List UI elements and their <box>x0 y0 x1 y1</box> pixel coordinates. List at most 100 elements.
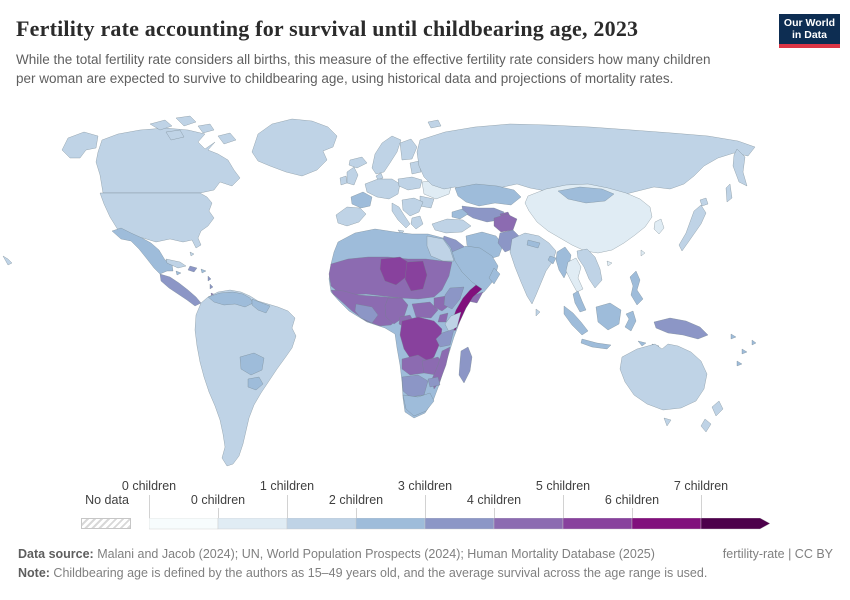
legend-bin-swatch[interactable] <box>493 518 564 530</box>
region-poland-belarus[interactable] <box>397 176 423 191</box>
region-ethiopia[interactable] <box>443 286 465 310</box>
region-new-zealand[interactable] <box>700 400 724 433</box>
region-egypt[interactable] <box>426 235 455 262</box>
region-pacific-islands[interactable] <box>730 333 757 367</box>
region-france[interactable] <box>350 191 373 209</box>
legend-bin-swatch[interactable] <box>286 518 357 530</box>
region-oman[interactable] <box>488 267 501 285</box>
region-baltics[interactable] <box>409 160 422 175</box>
region-borneo[interactable] <box>595 302 622 331</box>
region-cuba[interactable] <box>165 258 187 269</box>
legend-tick <box>425 495 426 518</box>
region-thailand[interactable] <box>565 257 584 293</box>
legend-tick <box>563 495 564 518</box>
region-puerto-rico[interactable] <box>200 268 207 274</box>
region-vietnam-laos[interactable] <box>576 248 603 289</box>
legend-bin-swatch[interactable] <box>149 518 219 530</box>
region-taiwan[interactable] <box>640 249 646 257</box>
region-japan[interactable] <box>678 197 709 252</box>
region-mongolia[interactable] <box>557 186 615 204</box>
region-svalbard[interactable] <box>427 119 442 129</box>
region-nepal[interactable] <box>526 239 541 249</box>
region-india[interactable] <box>509 232 557 305</box>
region-central-african-republic[interactable] <box>411 301 439 319</box>
region-tasmania[interactable] <box>663 417 672 427</box>
region-dr-congo[interactable] <box>399 316 443 366</box>
region-kazakhstan[interactable] <box>454 183 522 207</box>
region-zimbabwe[interactable] <box>427 376 441 388</box>
region-paraguay[interactable] <box>247 376 264 391</box>
region-greece[interactable] <box>410 215 424 230</box>
region-australia[interactable] <box>619 343 708 411</box>
legend-tick-label: 2 children <box>328 493 384 507</box>
region-alaska[interactable] <box>61 131 99 159</box>
region-sri-lanka[interactable] <box>535 308 541 317</box>
region-canada[interactable] <box>95 127 241 194</box>
region-iceland[interactable] <box>348 156 368 169</box>
note-label: Note: <box>18 566 50 580</box>
region-central-europe[interactable] <box>364 178 401 200</box>
legend-no-data-swatch[interactable] <box>81 518 131 529</box>
legend-bin-swatch-arrow[interactable] <box>700 518 771 530</box>
region-lesser-antilles[interactable] <box>207 275 214 290</box>
region-chad[interactable] <box>404 260 428 292</box>
region-kamchatka[interactable] <box>732 148 748 187</box>
region-philippines[interactable] <box>629 270 644 306</box>
region-caucasus[interactable] <box>451 208 469 220</box>
region-finland[interactable] <box>399 138 418 161</box>
region-hainan[interactable] <box>606 260 613 267</box>
legend-bin-swatch[interactable] <box>562 518 633 530</box>
region-niger[interactable] <box>379 256 409 286</box>
region-hispaniola[interactable] <box>187 265 198 273</box>
region-korea[interactable] <box>653 218 665 235</box>
region-java[interactable] <box>580 338 612 350</box>
region-sakhalin[interactable] <box>725 183 733 203</box>
region-sumatra[interactable] <box>563 305 589 336</box>
region-jamaica[interactable] <box>175 270 182 276</box>
region-arctic-islands[interactable] <box>149 115 237 145</box>
region-malay-peninsula[interactable] <box>572 290 587 313</box>
owid-logo[interactable]: Our World in Data <box>779 14 840 48</box>
region-scandinavia[interactable] <box>371 135 402 175</box>
region-guyanas[interactable] <box>251 298 271 314</box>
legend-tick-label: 7 children <box>673 479 729 493</box>
region-usa[interactable] <box>99 192 215 249</box>
legend-bin-swatch[interactable] <box>631 518 702 530</box>
region-uk[interactable] <box>346 166 359 186</box>
region-south-africa[interactable] <box>402 392 435 417</box>
region-iberia[interactable] <box>335 206 367 227</box>
legend-no-data-label: No data <box>85 493 129 507</box>
region-madagascar[interactable] <box>458 346 473 384</box>
legend-bin-swatch[interactable] <box>217 518 288 530</box>
region-papua-new-guinea[interactable] <box>653 317 709 340</box>
region-bangladesh[interactable] <box>547 255 557 265</box>
license-link[interactable]: fertility-rate | CC BY <box>722 547 833 561</box>
note-line: Note: Childbearing age is defined by the… <box>18 566 798 580</box>
legend-tick-label: 6 children <box>604 493 660 507</box>
region-balkans[interactable] <box>401 197 424 217</box>
region-denmark[interactable] <box>375 172 384 181</box>
data-source-line: Data source: Malani and Jacob (2024); UN… <box>18 547 708 561</box>
legend-bin-swatch[interactable] <box>355 518 426 530</box>
region-uganda[interactable] <box>437 312 449 323</box>
region-south-america[interactable] <box>194 289 297 467</box>
region-bolivia[interactable] <box>239 352 265 376</box>
region-greenland[interactable] <box>251 118 338 177</box>
region-tanzania[interactable] <box>435 328 455 348</box>
region-mexico[interactable] <box>111 227 174 275</box>
region-italy[interactable] <box>391 202 411 235</box>
region-hawaii[interactable] <box>2 255 13 266</box>
region-sulawesi[interactable] <box>624 310 637 332</box>
legend-bin-swatch[interactable] <box>424 518 495 530</box>
legend-tick <box>632 508 633 518</box>
region-ireland[interactable] <box>339 175 348 186</box>
region-central-america[interactable] <box>159 273 202 307</box>
region-ghana-ivory-coast[interactable] <box>354 303 379 324</box>
region-turkey[interactable] <box>431 218 472 234</box>
region-afghanistan[interactable] <box>493 213 518 233</box>
legend-tick-label: 1 children <box>259 479 315 493</box>
region-bahamas[interactable] <box>189 251 195 257</box>
region-china[interactable] <box>524 183 653 254</box>
